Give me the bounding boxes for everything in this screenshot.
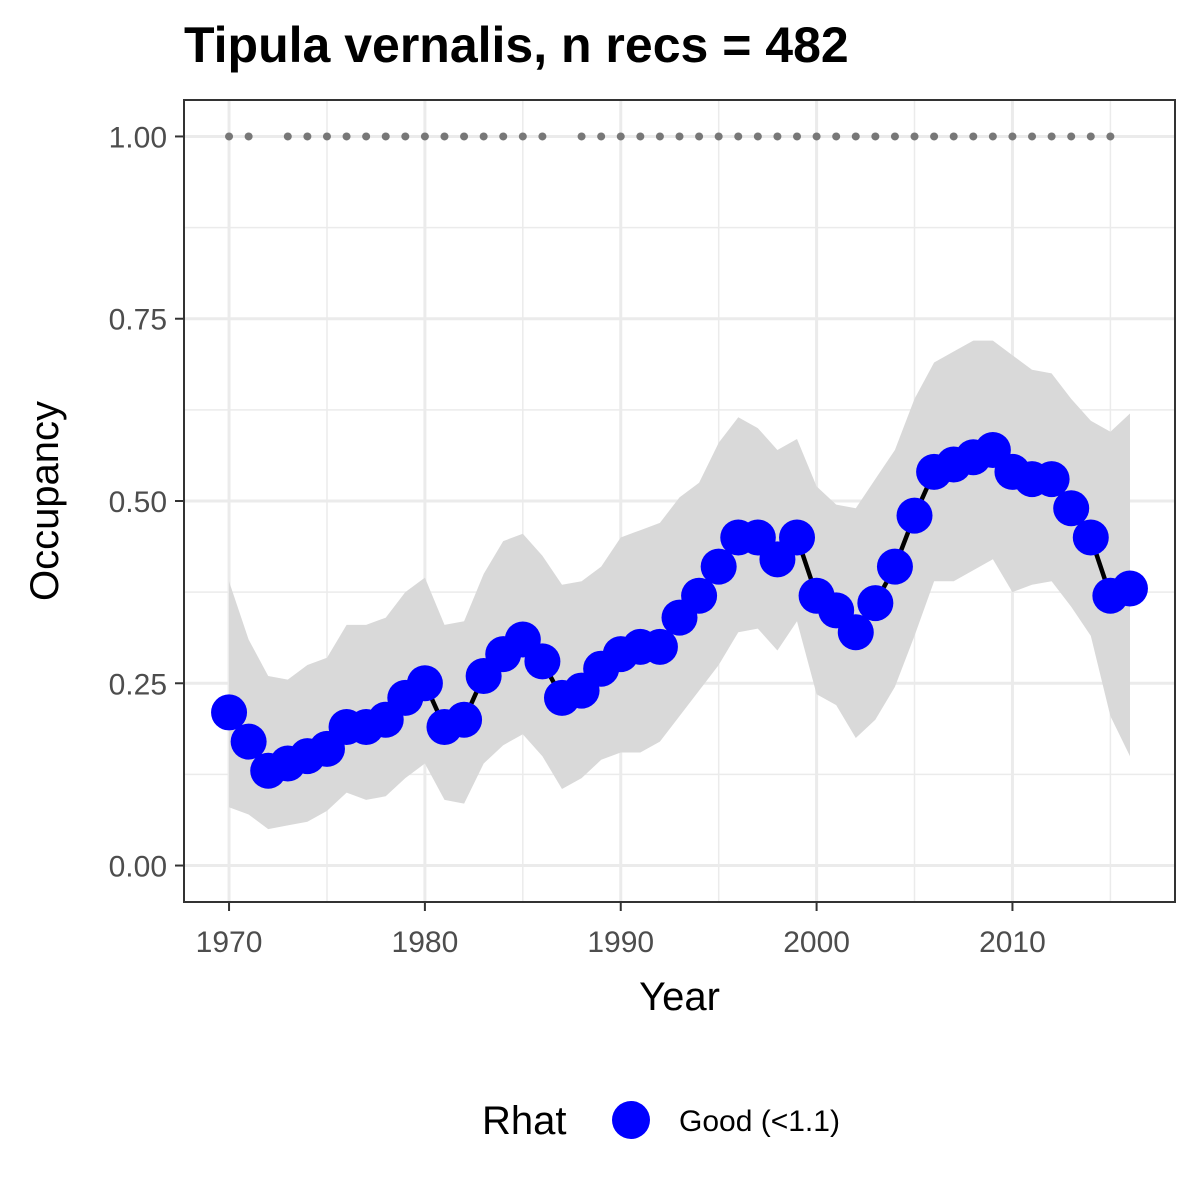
record-year-point <box>910 132 919 141</box>
occupancy-point <box>837 614 874 651</box>
x-tick-label: 2000 <box>783 926 850 959</box>
record-year-point <box>1028 132 1037 141</box>
x-tick-label: 1990 <box>587 926 654 959</box>
legend-key-good <box>612 1101 650 1139</box>
record-year-point <box>871 132 880 141</box>
y-axis-title: Occupancy <box>23 401 67 601</box>
record-year-point <box>1047 132 1056 141</box>
occupancy-point <box>641 628 678 665</box>
legend-label-good: Good (<1.1) <box>679 1105 840 1138</box>
record-year-point <box>636 132 645 141</box>
x-axis-title: Year <box>639 975 720 1019</box>
record-year-point <box>812 132 821 141</box>
x-tick-label: 1970 <box>196 926 263 959</box>
record-year-point <box>420 132 429 141</box>
occupancy-point <box>779 519 816 556</box>
record-year-point <box>714 132 723 141</box>
record-year-point <box>988 132 997 141</box>
occupancy-point <box>1072 519 1109 556</box>
y-tick-label: 0.25 <box>109 668 167 701</box>
record-year-point <box>518 132 527 141</box>
y-tick-label: 0.75 <box>109 304 167 337</box>
record-year-point <box>930 132 939 141</box>
chart-title: Tipula vernalis, n recs = 482 <box>184 17 849 73</box>
occupancy-point <box>700 548 737 585</box>
record-year-point <box>499 132 508 141</box>
occupancy-point <box>406 665 443 702</box>
record-year-point <box>1008 132 1017 141</box>
occupancy-point <box>681 577 718 614</box>
record-year-point <box>303 132 312 141</box>
x-tick-label: 1980 <box>392 926 459 959</box>
record-year-point <box>851 132 860 141</box>
record-year-point <box>460 132 469 141</box>
record-year-point <box>949 132 958 141</box>
occupancy-point <box>1053 490 1090 527</box>
record-year-point <box>244 132 253 141</box>
occupancy-point <box>211 694 248 731</box>
record-year-point <box>283 132 292 141</box>
record-year-point <box>1106 132 1115 141</box>
record-year-point <box>793 132 802 141</box>
occupancy-point <box>1033 461 1070 498</box>
y-tick-label: 1.00 <box>109 121 167 154</box>
legend-title: Rhat <box>482 1099 567 1143</box>
record-year-point <box>969 132 978 141</box>
record-year-point <box>675 132 684 141</box>
occupancy-point <box>230 723 267 760</box>
record-year-point <box>832 132 841 141</box>
record-year-point <box>225 132 234 141</box>
record-year-point <box>734 132 743 141</box>
record-year-point <box>362 132 371 141</box>
record-year-point <box>342 132 351 141</box>
occupancy-point <box>857 585 894 622</box>
record-year-point <box>1086 132 1095 141</box>
record-year-point <box>597 132 606 141</box>
record-year-point <box>440 132 449 141</box>
record-year-point <box>655 132 664 141</box>
occupancy-point <box>446 701 483 738</box>
occupancy-point <box>876 548 913 585</box>
record-year-point <box>577 132 586 141</box>
record-year-point <box>538 132 547 141</box>
record-years-rug <box>225 132 1115 141</box>
record-year-point <box>890 132 899 141</box>
record-year-point <box>1067 132 1076 141</box>
x-axis: 1970 1980 1990 2000 2010 <box>196 902 1046 959</box>
record-year-point <box>479 132 488 141</box>
record-year-point <box>322 132 331 141</box>
record-year-point <box>616 132 625 141</box>
record-year-point <box>401 132 410 141</box>
record-year-point <box>753 132 762 141</box>
occupancy-point <box>524 643 561 680</box>
y-tick-label: 0.50 <box>109 486 167 519</box>
legend: Rhat Good (<1.1) <box>482 1099 840 1143</box>
x-tick-label: 2010 <box>979 926 1046 959</box>
record-year-point <box>695 132 704 141</box>
record-year-point <box>773 132 782 141</box>
y-axis: 0.00 0.25 0.50 0.75 1.00 <box>109 121 184 884</box>
y-tick-label: 0.00 <box>109 851 167 884</box>
occupancy-points <box>211 431 1148 789</box>
occupancy-point <box>1111 570 1148 607</box>
occupancy-point <box>896 497 933 534</box>
record-year-point <box>381 132 390 141</box>
